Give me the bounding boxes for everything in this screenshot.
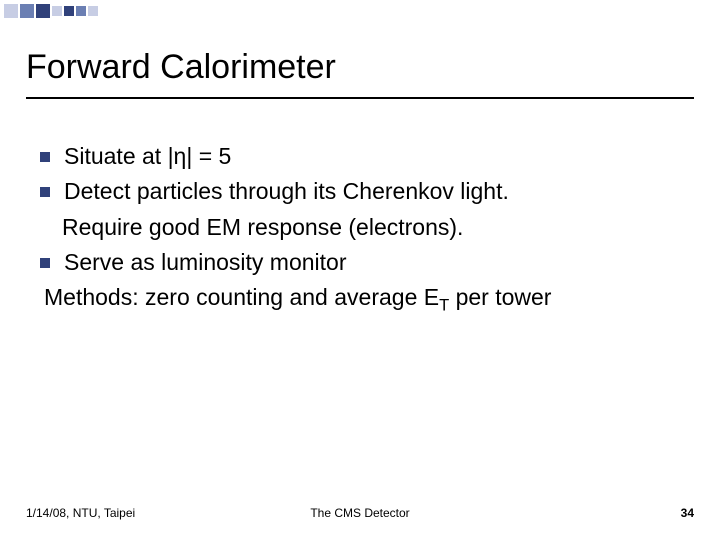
bullet-icon [40,187,50,197]
bullet-text: Serve as luminosity monitor [64,246,680,279]
slide-content: Situate at |η| = 5 Detect particles thro… [40,140,680,320]
decor-square [4,4,18,18]
bullet-text: Situate at |η| = 5 [64,140,680,173]
bullet-icon [40,258,50,268]
content-line: Methods: zero counting and average ET pe… [40,281,680,318]
decor-square [88,6,98,16]
bullet-row: Serve as luminosity monitor [40,246,680,279]
decor-square [64,6,74,16]
bullet-row: Situate at |η| = 5 [40,140,680,173]
slide: { "decor": { "colors": ["#c7cde4", "#6b7… [0,0,720,540]
bullet-text: Detect particles through its Cherenkov l… [64,175,680,208]
bullet-row: Detect particles through its Cherenkov l… [40,175,680,208]
bullet-icon [40,152,50,162]
methods-subscript: T [439,296,449,315]
decor-square [52,6,62,16]
decor-square [20,4,34,18]
slide-number: 34 [681,506,694,520]
decor-square [76,6,86,16]
slide-footer: 1/14/08, NTU, Taipei The CMS Detector 34 [0,506,720,520]
title-block: Forward Calorimeter [26,48,694,99]
content-text: Require good EM response (electrons). [62,211,680,244]
footer-date-location: 1/14/08, NTU, Taipei [26,506,135,520]
decor-square [36,4,50,18]
content-line: Require good EM response (electrons). [40,211,680,244]
content-text: Methods: zero counting and average ET pe… [44,281,680,318]
methods-prefix: Methods: zero counting and average E [44,284,439,310]
slide-title: Forward Calorimeter [26,48,694,99]
methods-suffix: per tower [449,284,551,310]
header-decoration [4,4,100,18]
